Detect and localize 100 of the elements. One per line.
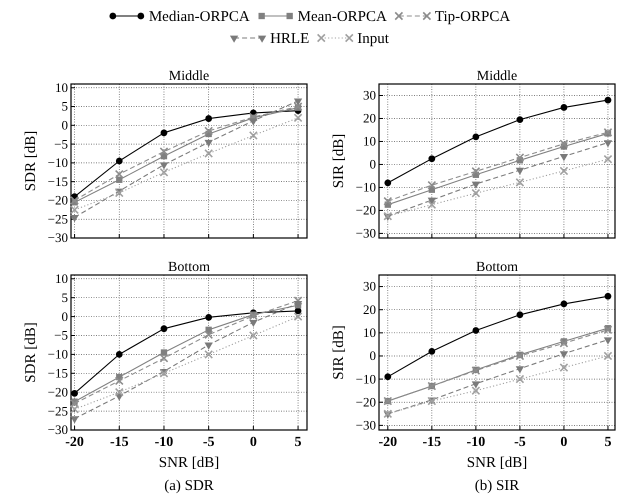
point — [560, 139, 568, 148]
x-axis-title: SNR [dB] — [158, 455, 220, 471]
text: (b) SIR — [474, 478, 520, 494]
point — [116, 351, 123, 358]
y-tick-label: 30 — [363, 88, 376, 103]
y-tick-label: 30 — [363, 278, 376, 294]
point — [114, 388, 124, 397]
x-tick-label: -10 — [154, 434, 174, 450]
y-tick-label: −30 — [48, 422, 68, 438]
y-tick-label: 10 — [55, 80, 68, 95]
point — [560, 351, 568, 358]
point — [560, 154, 568, 162]
point — [70, 205, 79, 214]
point — [428, 348, 436, 355]
point — [248, 331, 258, 340]
y-tick-label: −10 — [356, 180, 376, 195]
point — [384, 373, 392, 380]
y-tick-label: −20 — [48, 192, 68, 208]
y-axis-title: SIR [dB] — [331, 325, 347, 380]
point — [604, 352, 612, 360]
point — [516, 116, 524, 124]
point — [472, 381, 480, 389]
x-tick-label: 0 — [250, 434, 257, 450]
x-tick-label: 5 — [604, 434, 612, 450]
y-tick-label: 20 — [363, 302, 376, 317]
y-tick-label: 0 — [370, 156, 376, 172]
y-tick-label: −10 — [356, 371, 376, 386]
point — [604, 325, 612, 334]
point — [515, 153, 524, 162]
point — [294, 312, 302, 322]
point — [427, 200, 436, 210]
point — [70, 416, 79, 424]
y-tick-label: 5 — [62, 290, 68, 305]
chart-title: Bottom — [476, 260, 518, 275]
y-tick-label: −10 — [48, 346, 68, 362]
y-tick-label: 0 — [62, 308, 68, 324]
point — [114, 376, 124, 386]
point — [471, 166, 480, 176]
y-tick-label: 0 — [62, 117, 68, 132]
y-tick-label: 0 — [370, 348, 376, 364]
point — [604, 128, 612, 137]
x-tick-label: 0 — [560, 434, 568, 450]
point — [205, 314, 212, 321]
x-tick-label: -5 — [514, 434, 526, 450]
x-tick-label: -15 — [110, 434, 129, 450]
y-tick-label: 10 — [363, 134, 376, 149]
point — [472, 182, 480, 189]
y-tick-label: 20 — [363, 110, 376, 126]
point — [70, 214, 79, 222]
point — [560, 363, 568, 372]
point — [204, 140, 213, 148]
point — [116, 158, 123, 164]
y-tick-label: 10 — [363, 324, 376, 340]
point — [114, 170, 124, 179]
x-tick-label: -5 — [202, 434, 215, 450]
point — [472, 133, 480, 140]
point — [560, 300, 568, 308]
point — [515, 178, 524, 187]
point — [204, 342, 213, 350]
point — [70, 399, 79, 408]
y-tick-label: −10 — [48, 155, 68, 170]
point — [604, 337, 612, 345]
y-tick-label: −25 — [48, 211, 68, 226]
x-tick-label: -20 — [378, 434, 398, 450]
point — [248, 311, 258, 320]
legend-label: HRLE — [270, 31, 310, 47]
y-tick-label: −15 — [48, 365, 68, 380]
legend-label: Tip-ORPCA — [434, 9, 510, 25]
point — [205, 115, 212, 122]
point — [294, 296, 302, 306]
point — [560, 104, 568, 111]
point — [160, 325, 168, 332]
point — [204, 126, 214, 136]
legend-label: Mean-ORPCA — [298, 9, 388, 25]
point — [204, 350, 214, 359]
point — [294, 102, 302, 111]
chart-title: Bottom — [168, 260, 210, 275]
point — [471, 188, 480, 198]
y-tick-label: 10 — [55, 270, 68, 286]
point — [428, 155, 436, 162]
point — [71, 390, 78, 397]
x-tick-label: -15 — [422, 434, 442, 450]
point — [516, 366, 524, 374]
point — [204, 149, 214, 158]
point — [384, 179, 392, 186]
point — [70, 196, 79, 205]
point — [160, 147, 168, 156]
point — [383, 196, 392, 206]
y-axis-title: SDR [dB] — [23, 322, 39, 383]
point — [516, 168, 524, 175]
y-tick-label: −30 — [356, 418, 376, 433]
point — [249, 320, 258, 328]
point — [471, 386, 480, 396]
point — [604, 154, 612, 164]
point — [560, 338, 568, 348]
y-axis-title: SDR [dB] — [23, 130, 39, 192]
y-tick-label: −25 — [48, 403, 68, 418]
point — [604, 292, 612, 300]
point — [160, 354, 168, 363]
point — [515, 374, 524, 384]
